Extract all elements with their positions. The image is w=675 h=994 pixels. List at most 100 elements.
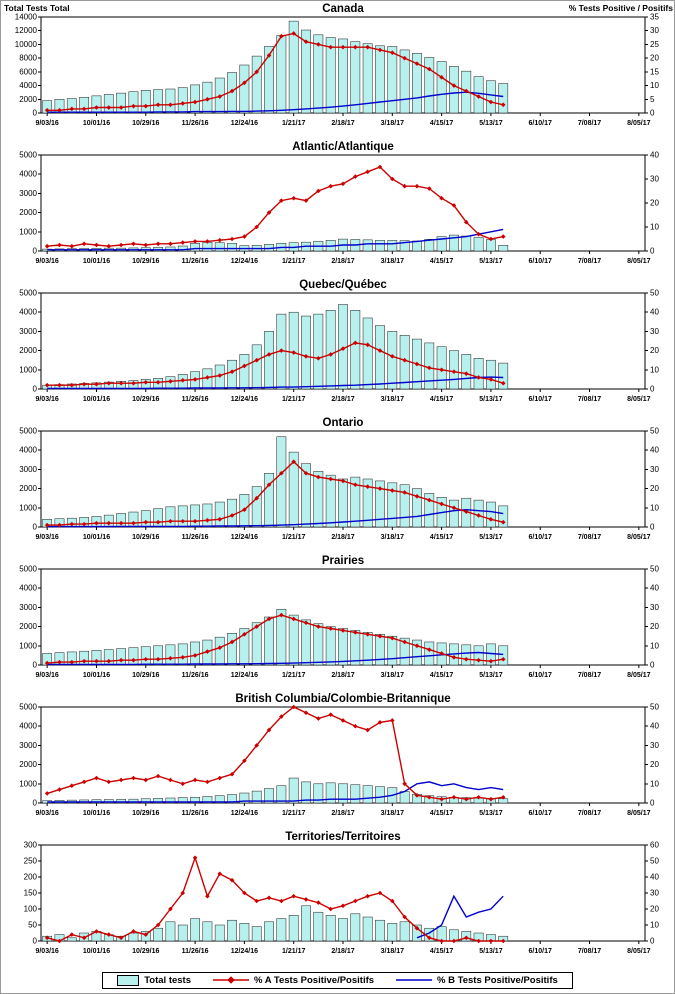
x-axis-tick-label: 10/29/16	[132, 672, 159, 679]
x-axis-tick-label: 7/08/17	[578, 948, 601, 955]
total-tests-bars	[42, 304, 509, 390]
left-axis-tick-label: 1000	[19, 779, 37, 788]
x-axis-tick-label: 8/05/17	[627, 672, 650, 679]
x-axis-tick-label: 11/26/16	[182, 810, 209, 817]
left-axis-tick-label: 4000	[19, 81, 37, 90]
right-axis-tick-label: 0	[650, 799, 655, 808]
right-axis-tick-label: 20	[650, 760, 659, 769]
left-axis-tick-label: 1000	[19, 641, 37, 650]
left-axis-tick-label: 0	[33, 661, 38, 670]
left-axis-tick-label: 4000	[19, 722, 37, 731]
x-axis-tick-label: 3/18/17	[381, 948, 404, 955]
x-axis-tick-label: 5/13/17	[479, 948, 502, 955]
pct-b-line	[47, 228, 504, 251]
legend-item-total-tests: Total tests	[117, 974, 191, 986]
x-axis-tick-label: 10/01/16	[83, 948, 110, 955]
right-axis-tick-label: 20	[650, 484, 659, 493]
x-axis-tick-label: 6/10/17	[529, 810, 552, 817]
right-axis-tick-label: 60	[650, 841, 659, 850]
x-axis-tick-label: 3/18/17	[381, 120, 404, 127]
right-axis-tick-label: 10	[650, 779, 659, 788]
left-axis-tick-label: 6000	[19, 67, 37, 76]
x-axis-tick-label: 10/01/16	[83, 258, 110, 265]
left-axis-tick-label: 4000	[19, 308, 37, 317]
right-axis-tick-label: 20	[650, 622, 659, 631]
x-axis-tick-label: 3/18/17	[381, 396, 404, 403]
right-axis-tick-label: 30	[650, 741, 659, 750]
chart-legend: Total tests % A Tests Positive/Positifs …	[102, 971, 573, 989]
left-axis-tick-label: 14000	[15, 13, 38, 22]
total-tests-swatch	[117, 974, 140, 986]
x-axis-tick-label: 10/01/16	[83, 672, 110, 679]
right-axis-tick-label: 40	[650, 584, 659, 593]
x-axis-tick-label: 6/10/17	[529, 258, 552, 265]
x-axis-tick-label: 6/10/17	[529, 396, 552, 403]
right-axis-tick-label: 20	[650, 905, 659, 914]
x-axis-tick-label: 10/29/16	[132, 810, 159, 817]
right-axis-tick-label: 5	[650, 95, 655, 104]
right-axis-tick-label: 50	[650, 703, 659, 712]
right-axis-tick-label: 50	[650, 289, 659, 298]
right-axis-tick-label: 40	[650, 873, 659, 882]
chart-title: Prairies	[322, 555, 364, 567]
x-axis-tick-label: 4/15/17	[430, 258, 453, 265]
x-axis-tick-label: 2/18/17	[331, 810, 354, 817]
left-axis-tick-label: 3000	[19, 603, 37, 612]
right-axis-tick-label: 35	[650, 13, 659, 22]
x-axis-tick-label: 8/05/17	[627, 120, 650, 127]
x-axis-tick-label: 4/15/17	[430, 948, 453, 955]
x-axis-tick-label: 9/03/16	[35, 672, 58, 679]
pct-a-markers	[44, 31, 506, 113]
x-axis-tick-label: 3/18/17	[381, 672, 404, 679]
x-axis-tick-label: 9/03/16	[35, 948, 58, 955]
left-axis-tick-label: 2000	[19, 484, 37, 493]
left-axis-tick-label: 0	[33, 109, 38, 118]
chart-quebec-qu-bec: Quebec/Québec 0 1000 2000 3000 4000 5000 0 10 20 3…	[1, 277, 674, 415]
x-axis-tick-label: 8/05/17	[627, 948, 650, 955]
x-axis-tick-label: 1/21/17	[282, 534, 305, 541]
right-axis-tick-label: 0	[650, 523, 655, 532]
right-axis-tick-label: 20	[650, 346, 659, 355]
x-axis-tick-label: 3/18/17	[381, 258, 404, 265]
left-axis-tick-label: 100	[24, 905, 38, 914]
left-axis-tick-label: 300	[24, 841, 38, 850]
x-axis-tick-label: 5/13/17	[479, 534, 502, 541]
legend-label-pct-b: % B Tests Positive/Positifs	[437, 974, 558, 986]
x-axis-tick-label: 7/08/17	[578, 534, 601, 541]
left-axis-tick-label: 5000	[19, 565, 37, 574]
x-axis-tick-label: 6/10/17	[529, 948, 552, 955]
x-axis-tick-label: 5/13/17	[479, 258, 502, 265]
right-axis-tick-label: 50	[650, 427, 659, 436]
x-axis-tick-label: 2/18/17	[331, 120, 354, 127]
x-axis-tick-label: 1/21/17	[282, 810, 305, 817]
x-axis-tick-label: 8/05/17	[627, 396, 650, 403]
left-axis-tick-label: 0	[33, 799, 38, 808]
chart-british-columbia-colombie-britannique: British Columbia/Colombie-Britannique 0 10…	[1, 691, 674, 829]
right-axis-tick-label: 25	[650, 40, 659, 49]
chart-title: Territories/Territoires	[285, 831, 400, 843]
left-axis-tick-label: 4000	[19, 170, 37, 179]
plot-border	[40, 154, 646, 252]
x-axis-tick-label: 5/13/17	[479, 396, 502, 403]
right-axis-tick-label: 10	[650, 503, 659, 512]
x-axis-tick-label: 6/10/17	[529, 120, 552, 127]
pct-b-line	[47, 91, 504, 113]
x-axis-tick-label: 7/08/17	[578, 396, 601, 403]
right-axis-tick-label: 50	[650, 565, 659, 574]
x-axis-tick-label: 8/05/17	[627, 534, 650, 541]
chart-ontario: Ontario 0 1000 2000 3000 4000 5000 0 10 20 30 40 50 9…	[1, 415, 674, 553]
x-axis-tick-label: 10/29/16	[132, 948, 159, 955]
pct-a-markers	[44, 459, 506, 528]
right-axis-tick-label: 30	[650, 26, 659, 35]
x-axis-tick-label: 3/18/17	[381, 810, 404, 817]
left-axis-tick-label: 0	[33, 385, 38, 394]
x-axis-tick-label: 2/18/17	[331, 948, 354, 955]
pct-b-line	[47, 376, 504, 390]
left-axis-tick-label: 3000	[19, 465, 37, 474]
chart-title: British Columbia/Colombie-Britannique	[235, 693, 450, 705]
left-axis-tick-label: 5000	[19, 427, 37, 436]
right-axis-tick-label: 20	[650, 199, 659, 208]
left-axis-tick-label: 2000	[19, 760, 37, 769]
x-axis-tick-label: 11/26/16	[182, 396, 209, 403]
x-axis-tick-label: 1/21/17	[282, 120, 305, 127]
